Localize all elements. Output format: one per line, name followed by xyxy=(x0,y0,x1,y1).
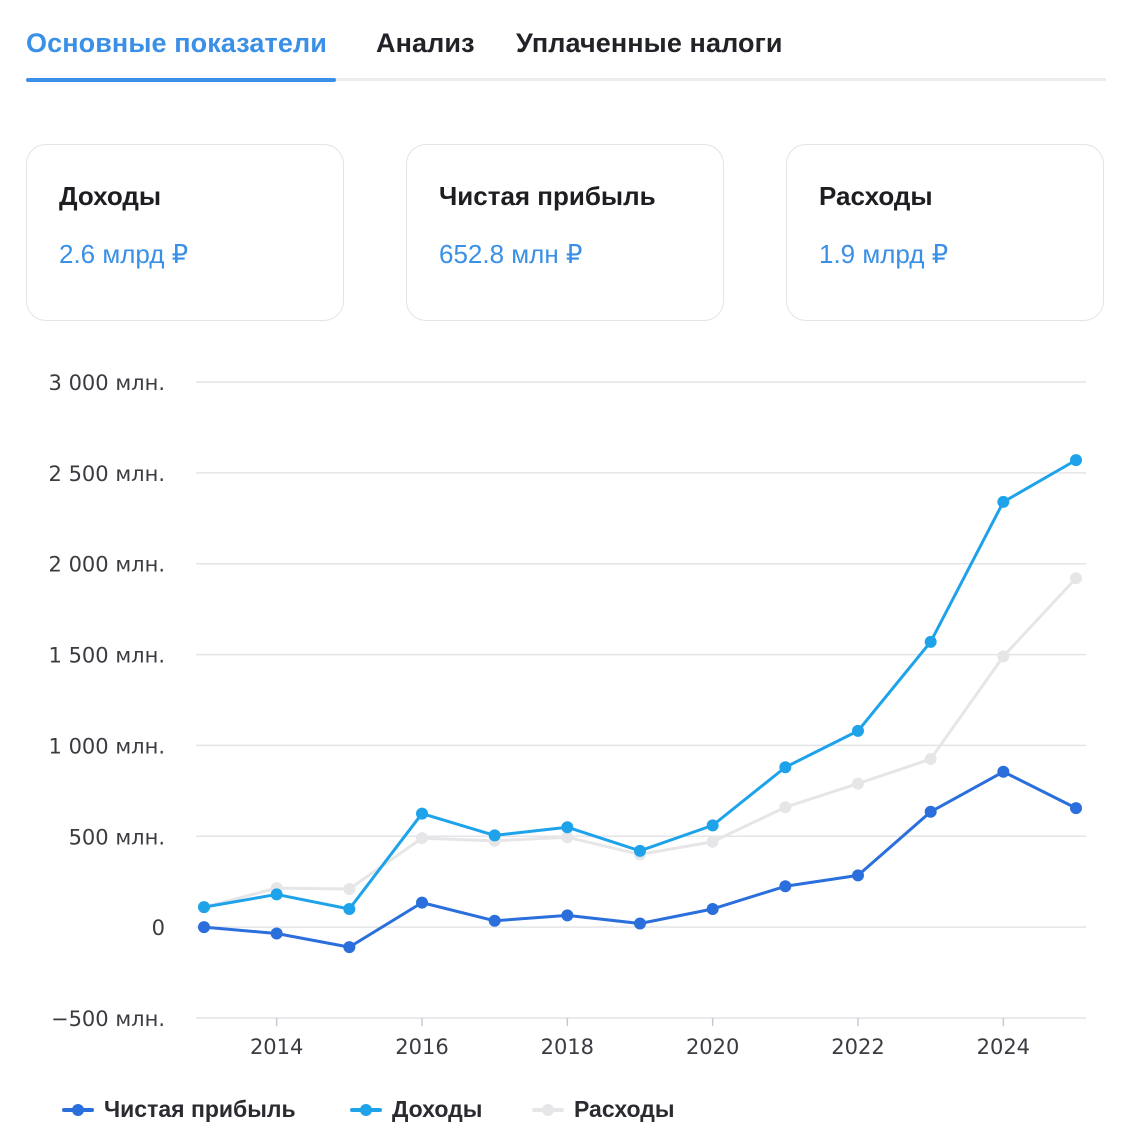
tab-main-indicators[interactable]: Основные показатели xyxy=(26,28,327,58)
card-net-profit-value: 652.8 млн ₽ xyxy=(439,239,583,269)
data-point-net-profit xyxy=(779,880,792,893)
y-tick-label: 3 000 млн. xyxy=(49,371,165,395)
data-point-expenses xyxy=(924,753,937,766)
data-point-net-profit xyxy=(488,914,501,927)
data-point-revenue xyxy=(997,495,1010,508)
data-point-revenue xyxy=(634,844,646,857)
legend-net-profit-marker xyxy=(62,1104,94,1116)
legend-expenses-marker xyxy=(532,1104,564,1116)
data-point-net-profit xyxy=(198,921,210,934)
data-point-net-profit xyxy=(924,805,937,818)
data-point-net-profit xyxy=(270,927,283,940)
x-tick-label: 2022 xyxy=(831,1035,884,1059)
data-point-expenses xyxy=(997,650,1010,663)
y-tick-label: −500 млн. xyxy=(51,1007,165,1031)
data-point-expenses xyxy=(779,801,792,814)
y-tick-label: 500 млн. xyxy=(69,825,165,849)
data-point-revenue xyxy=(924,635,937,648)
legend-expenses-label: Расходы xyxy=(574,1096,675,1122)
data-point-net-profit xyxy=(634,917,646,930)
data-point-net-profit xyxy=(706,902,719,915)
tab-analysis[interactable]: Анализ xyxy=(376,28,475,58)
x-tick-label: 2014 xyxy=(250,1035,303,1059)
card-net-profit: Чистая прибыль 652.8 млн ₽ xyxy=(406,144,724,321)
card-revenue-value: 2.6 млрд ₽ xyxy=(59,239,189,269)
data-point-revenue xyxy=(852,724,864,737)
card-expenses: Расходы 1.9 млрд ₽ xyxy=(786,144,1104,321)
data-point-revenue xyxy=(416,807,428,820)
series-line-revenue xyxy=(202,458,1078,911)
data-point-net-profit xyxy=(416,896,428,909)
data-point-net-profit xyxy=(1070,802,1082,815)
data-point-expenses xyxy=(852,777,864,790)
tabs-bar: Основные показатели Анализ Уплаченные на… xyxy=(26,0,1106,82)
card-expenses-title: Расходы xyxy=(819,181,933,211)
y-tick-label: 2 000 млн. xyxy=(49,553,165,577)
x-tick-label: 2018 xyxy=(541,1035,594,1059)
data-point-expenses xyxy=(343,882,356,895)
tab-taxes-paid[interactable]: Уплаченные налоги xyxy=(516,28,783,58)
data-point-net-profit xyxy=(561,909,574,922)
data-point-net-profit xyxy=(997,765,1010,778)
y-tick-label: 2 500 млн. xyxy=(49,462,165,486)
x-tick-label: 2020 xyxy=(686,1035,739,1059)
data-point-revenue xyxy=(706,819,719,832)
data-point-revenue xyxy=(270,888,283,901)
y-tick-label: 1 500 млн. xyxy=(49,644,165,668)
data-point-revenue xyxy=(561,821,574,834)
x-tick-label: 2016 xyxy=(395,1035,448,1059)
active-tab-indicator xyxy=(26,78,336,82)
data-point-net-profit xyxy=(343,941,356,954)
legend-revenue-marker xyxy=(350,1104,382,1116)
card-revenue-title: Доходы xyxy=(59,181,162,211)
data-point-revenue xyxy=(779,761,792,774)
data-point-expenses xyxy=(1070,572,1082,585)
data-point-revenue xyxy=(198,901,210,914)
data-point-revenue xyxy=(1070,454,1082,467)
card-revenue: Доходы 2.6 млрд ₽ xyxy=(26,144,344,321)
card-net-profit-title: Чистая прибыль xyxy=(439,181,656,211)
financial-line-chart: 3 000 млн. 2 500 млн. 2 000 млн. 1 500 млн.… xyxy=(49,371,1086,1059)
data-point-revenue xyxy=(488,829,501,842)
data-point-expenses xyxy=(706,835,719,848)
data-point-expenses xyxy=(561,831,574,844)
card-expenses-value: 1.9 млрд ₽ xyxy=(819,239,949,269)
data-point-net-profit xyxy=(852,869,864,882)
data-point-expenses xyxy=(416,832,428,845)
legend-net-profit-label: Чистая прибыль xyxy=(104,1096,296,1122)
tabs-divider xyxy=(26,78,1106,81)
y-tick-label: 0 xyxy=(152,916,165,940)
y-tick-label: 1 000 млн. xyxy=(49,734,165,758)
x-tick-label: 2024 xyxy=(977,1035,1030,1059)
data-point-revenue xyxy=(343,902,356,915)
legend-revenue-label: Доходы xyxy=(392,1096,483,1122)
